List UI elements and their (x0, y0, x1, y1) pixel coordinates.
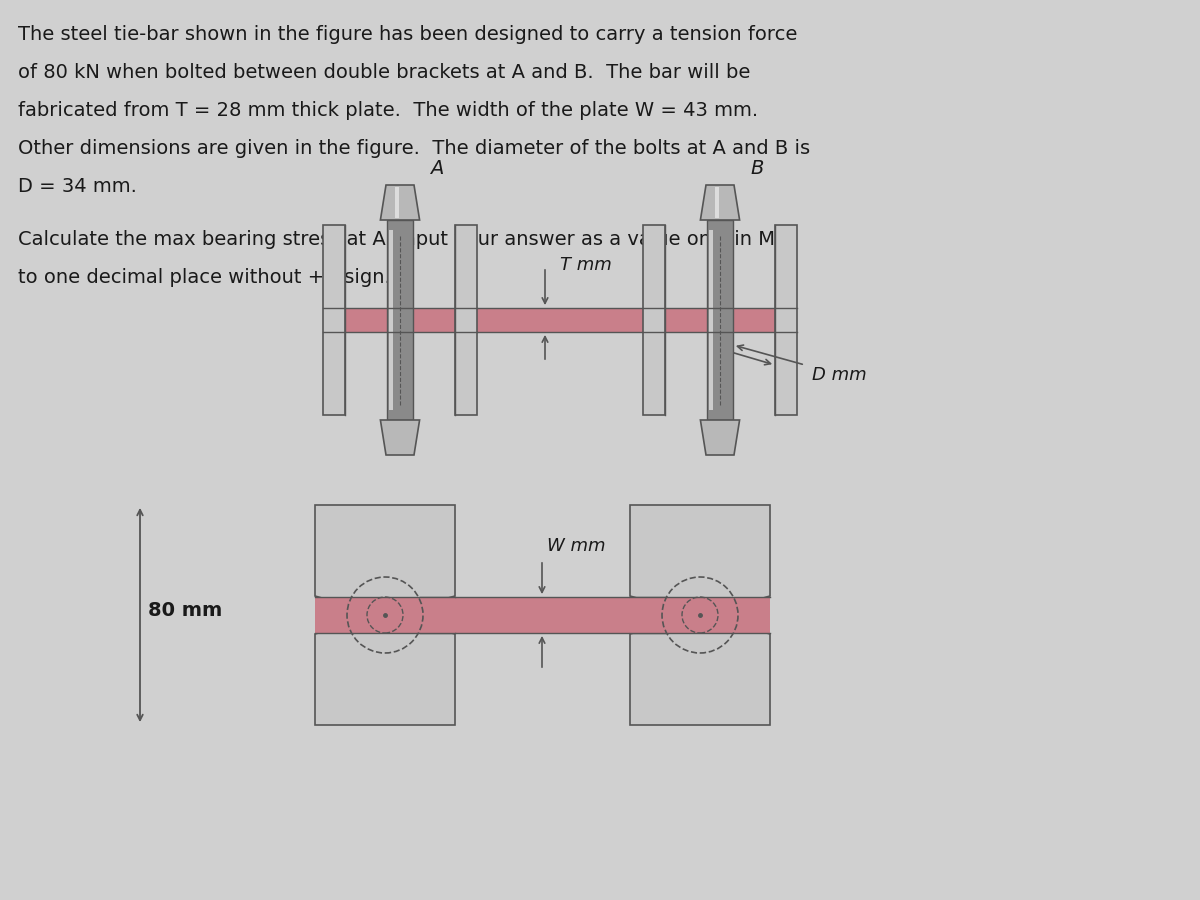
Text: fabricated from T = 28 mm thick plate.  The width of the plate W = 43 mm.: fabricated from T = 28 mm thick plate. T… (18, 101, 758, 120)
Text: Calculate the max bearing stress at A. Input your answer as a value only in MPa: Calculate the max bearing stress at A. I… (18, 230, 798, 249)
Bar (420, 597, 665, 633)
Bar (395, 187, 398, 218)
Bar (709, 230, 713, 410)
Bar (389, 230, 394, 410)
Bar (316, 597, 455, 633)
Bar (323, 308, 478, 332)
Text: D = 34 mm.: D = 34 mm. (18, 177, 137, 196)
Text: The steel tie-bar shown in the figure has been designed to carry a tension force: The steel tie-bar shown in the figure ha… (18, 25, 797, 44)
Text: T mm: T mm (560, 256, 612, 274)
Text: to one decimal place without +/- sign.: to one decimal place without +/- sign. (18, 268, 391, 287)
Bar (323, 225, 346, 415)
Bar (775, 225, 797, 415)
Polygon shape (701, 420, 739, 455)
Bar (630, 597, 770, 633)
Polygon shape (701, 185, 739, 220)
Text: W mm: W mm (547, 537, 606, 555)
Polygon shape (380, 420, 420, 455)
Bar (707, 220, 733, 420)
Text: D mm: D mm (812, 366, 866, 384)
Bar (643, 308, 797, 332)
Text: 80 mm: 80 mm (148, 600, 222, 619)
Bar (643, 225, 665, 415)
Bar (455, 225, 478, 415)
Bar (386, 220, 413, 420)
Text: B: B (750, 159, 763, 178)
Text: A: A (430, 159, 443, 178)
Polygon shape (630, 505, 770, 725)
Text: of 80 kN when bolted between double brackets at A and B.  The bar will be: of 80 kN when bolted between double brac… (18, 63, 750, 82)
Polygon shape (380, 185, 420, 220)
Bar (476, 308, 643, 332)
Bar (715, 187, 719, 218)
Polygon shape (316, 505, 455, 725)
Text: Other dimensions are given in the figure.  The diameter of the bolts at A and B : Other dimensions are given in the figure… (18, 139, 810, 158)
